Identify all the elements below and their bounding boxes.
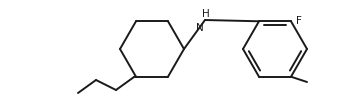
Text: N: N — [196, 23, 204, 33]
Text: F: F — [296, 16, 302, 26]
Text: H: H — [202, 9, 210, 19]
